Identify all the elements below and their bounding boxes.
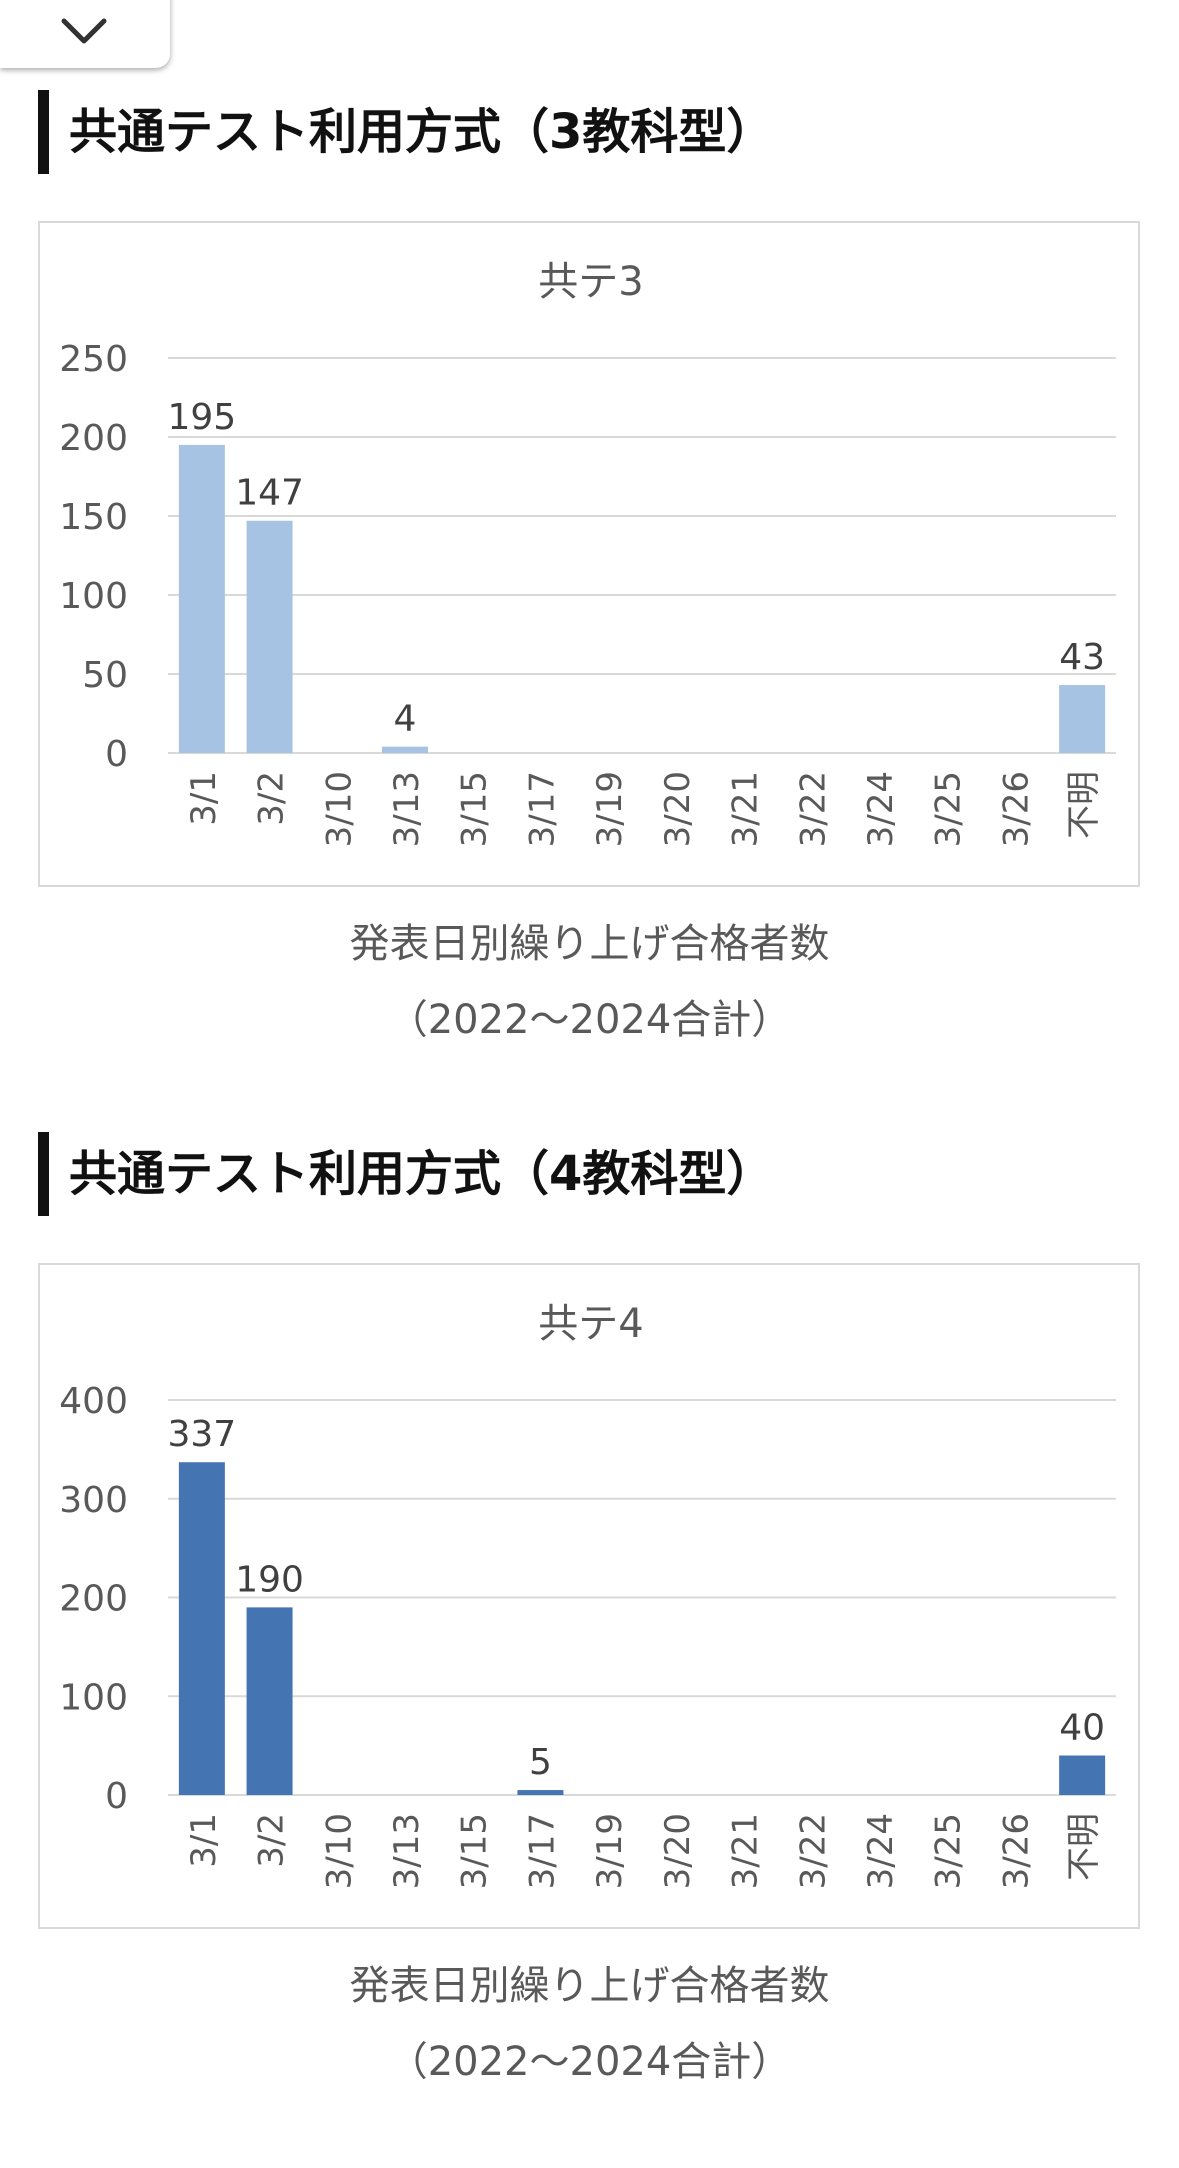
x-tick-label: 3/15 xyxy=(455,1813,495,1889)
chart-4-subjects: 共テ4 0 100 200 300 400 337 3/1 190 3/2 3/10 3/13 3/15… xyxy=(38,1263,1140,1929)
y-tick-label: 150 xyxy=(59,497,128,538)
data-label: 147 xyxy=(235,473,304,514)
x-tick-label: 3/1 xyxy=(184,771,224,826)
x-tick-label: 3/26 xyxy=(996,1813,1036,1889)
chart-title: 共テ3 xyxy=(538,259,643,305)
x-tick-label: 3/10 xyxy=(319,771,359,847)
y-tick-label: 250 xyxy=(59,339,128,380)
x-tick-label: 3/21 xyxy=(726,771,766,847)
y-tick-label: 100 xyxy=(59,1677,128,1718)
y-tick-label: 100 xyxy=(59,576,128,617)
x-tick-label: 3/20 xyxy=(658,771,698,847)
x-tick-label: 3/26 xyxy=(996,771,1036,847)
x-tick-label: 3/13 xyxy=(387,771,427,847)
x-tick-label: 3/25 xyxy=(929,1813,969,1889)
x-tick-label: 3/1 xyxy=(184,1813,224,1868)
x-tick-label: 3/19 xyxy=(590,771,630,847)
y-tick-label: 200 xyxy=(59,418,128,459)
x-tick-label: 3/25 xyxy=(929,771,969,847)
data-label: 195 xyxy=(167,397,236,438)
data-label: 5 xyxy=(529,1742,552,1783)
caption-line1: 発表日別繰り上げ合格者数 xyxy=(349,921,830,967)
bar-chart-4-subjects: 共テ4 0 100 200 300 400 337 3/1 190 3/2 3/10 3/13 3/15… xyxy=(59,1301,1116,1889)
y-tick-label: 300 xyxy=(59,1480,128,1521)
x-tick-label: 3/20 xyxy=(658,1813,698,1889)
bar xyxy=(1059,685,1106,753)
y-tick-label: 200 xyxy=(59,1579,128,1620)
chart-3-subjects: 共テ3 0 50 100 150 200 250 195 3/1 147 3/2 3/10 4 3/13 3… xyxy=(38,221,1140,887)
x-tick-label: 3/17 xyxy=(522,771,562,847)
caption-line1: 発表日別繰り上げ合格者数 xyxy=(349,1963,830,2009)
data-label: 43 xyxy=(1059,637,1105,678)
x-tick-label: 3/21 xyxy=(726,1813,766,1889)
y-tick-label: 0 xyxy=(105,734,128,775)
x-tick-label: 3/22 xyxy=(793,1813,833,1889)
x-tick-label: 3/22 xyxy=(793,771,833,847)
x-tick-label: 3/17 xyxy=(522,1813,562,1889)
x-tick-label: 3/24 xyxy=(861,1813,901,1889)
y-tick-label: 400 xyxy=(59,1381,128,1422)
bar xyxy=(178,1462,225,1795)
bar xyxy=(517,1790,564,1795)
bar-chart-3-subjects: 共テ3 0 50 100 150 200 250 195 3/1 147 3/2 3/10 4 3/13 3… xyxy=(59,259,1116,847)
data-label: 337 xyxy=(167,1414,236,1455)
chart-title: 共テ4 xyxy=(538,1301,643,1347)
bar xyxy=(246,520,293,753)
data-label: 40 xyxy=(1059,1708,1105,1749)
chevron-down-icon xyxy=(61,18,107,44)
x-tick-label: 不明 xyxy=(1064,1813,1104,1881)
bar xyxy=(178,444,225,753)
bar xyxy=(246,1607,293,1795)
caption-line2: （2022～2024合計） xyxy=(387,2039,792,2085)
section-heading-3-subjects: 共通テスト利用方式（3教科型） xyxy=(38,90,774,174)
data-label: 190 xyxy=(235,1559,304,1600)
y-tick-label: 50 xyxy=(82,655,128,696)
x-tick-label: 3/24 xyxy=(861,771,901,847)
x-tick-label: 不明 xyxy=(1064,771,1104,839)
caption-line2: （2022～2024合計） xyxy=(387,997,792,1043)
bar xyxy=(382,746,428,753)
x-tick-label: 3/2 xyxy=(252,771,292,826)
x-tick-label: 3/15 xyxy=(455,771,495,847)
x-tick-label: 3/13 xyxy=(387,1813,427,1889)
x-tick-label: 3/10 xyxy=(319,1813,359,1889)
x-tick-label: 3/19 xyxy=(590,1813,630,1889)
x-tick-label: 3/2 xyxy=(252,1813,292,1868)
collapse-tab[interactable] xyxy=(0,0,170,68)
y-tick-label: 0 xyxy=(105,1776,128,1817)
section-heading-4-subjects: 共通テスト利用方式（4教科型） xyxy=(38,1132,774,1216)
bar xyxy=(1059,1755,1106,1795)
data-label: 4 xyxy=(394,699,417,740)
